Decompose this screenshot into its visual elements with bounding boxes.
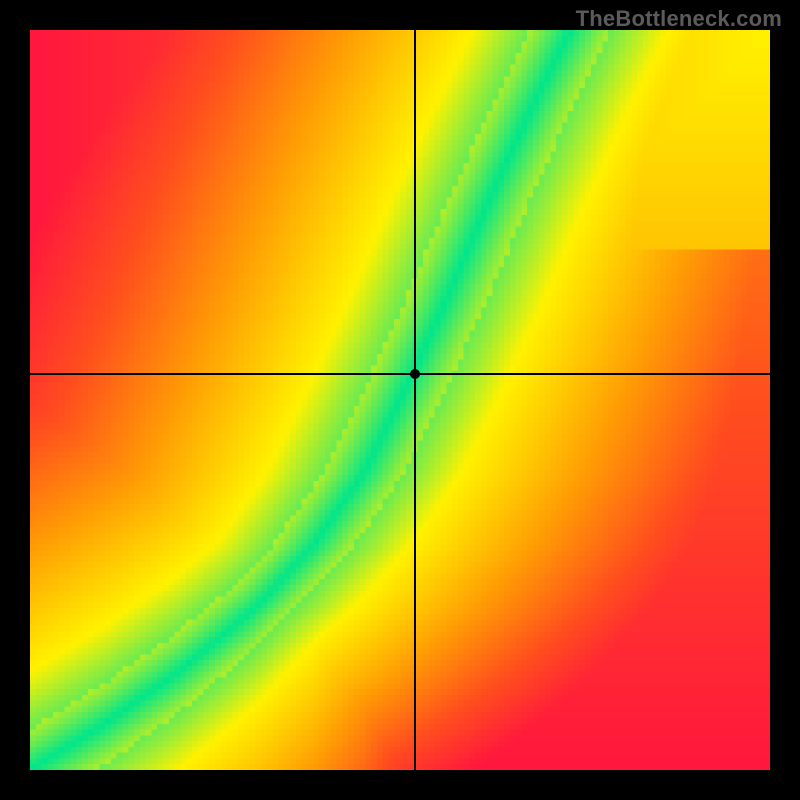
chart-frame: { "watermark": { "text": "TheBottleneck.… <box>0 0 800 800</box>
watermark-text: TheBottleneck.com <box>576 6 782 32</box>
bottleneck-heatmap <box>30 30 770 770</box>
crosshair-vertical <box>414 30 416 770</box>
crosshair-point <box>410 369 420 379</box>
crosshair-horizontal <box>30 373 770 375</box>
